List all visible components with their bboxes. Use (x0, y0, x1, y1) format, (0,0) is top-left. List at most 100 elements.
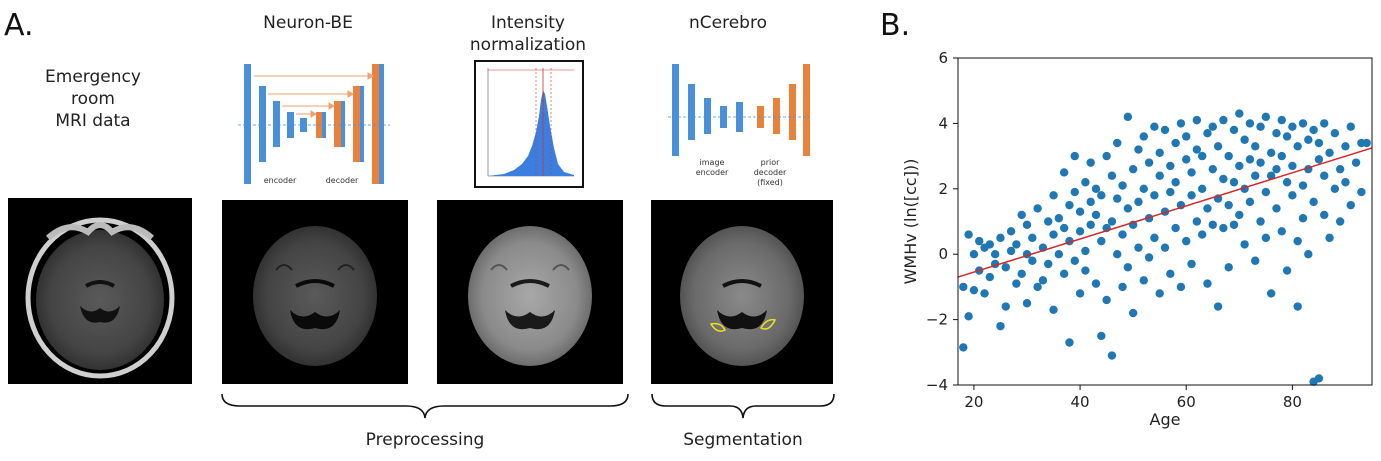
scatter-point (1049, 230, 1058, 239)
scatter-point (1335, 164, 1345, 174)
scatter-point (969, 250, 979, 259)
scatter-point (1065, 338, 1074, 347)
scatter-point (1166, 269, 1175, 279)
scatter-point (1203, 204, 1212, 213)
scatter-point (1314, 374, 1324, 383)
scatter-point (1001, 263, 1010, 272)
scatter-point (1266, 171, 1276, 180)
scatter-point (1150, 191, 1159, 200)
x-axis-ticks: 20 40 60 80 (964, 385, 1302, 411)
scatter-point (1351, 158, 1361, 167)
scatter-point (1160, 243, 1170, 252)
scatter-point (1139, 276, 1148, 285)
scatter-point (1044, 259, 1053, 269)
scatter-point (1251, 142, 1260, 151)
scatter-point (1330, 129, 1340, 138)
scatter-point (1288, 161, 1297, 171)
scatter-point (1346, 122, 1355, 131)
scatter-point (975, 236, 984, 246)
scatter-point (1203, 129, 1212, 138)
scatter-point (1240, 240, 1249, 249)
scatter-point (1086, 158, 1095, 167)
scatter-point (1229, 220, 1239, 229)
scatter-point (1075, 289, 1085, 298)
scatter-point (1155, 289, 1164, 298)
scatter-point (1155, 148, 1164, 158)
scatter-point (1251, 171, 1260, 180)
scatter-point (1362, 138, 1371, 148)
scatter-point (1219, 174, 1228, 184)
scatter-point (1033, 282, 1042, 292)
input-label: Emergency room MRI data (28, 66, 158, 132)
intensity-histogram (474, 60, 584, 188)
scatter-point (1049, 305, 1058, 314)
scatter-point (1054, 250, 1064, 259)
scatter-point (1012, 279, 1021, 288)
scatter-point (1028, 233, 1037, 243)
scatter-point (996, 321, 1005, 331)
scatter-point (1325, 148, 1334, 158)
scatter-point (1187, 259, 1196, 269)
y-tick-label: −4 (926, 376, 948, 394)
scatter-point (1134, 197, 1143, 207)
scatter-point (1160, 125, 1170, 135)
scatter-point (980, 289, 989, 298)
scatter-point (1256, 158, 1265, 167)
scatter-point (1320, 210, 1329, 220)
scatter-point (1277, 227, 1286, 236)
scatter-point (1272, 204, 1281, 213)
neuron-be-title: Neuron-BE (263, 13, 353, 33)
scatter-point (1208, 122, 1217, 131)
scatter-point (1017, 210, 1026, 220)
scatter-point (1213, 142, 1223, 151)
scatter-point (1235, 109, 1244, 118)
scatter-point (1182, 236, 1191, 246)
scatter-point (1144, 158, 1154, 167)
scatter-points (959, 109, 1371, 386)
scatter-point (1282, 266, 1292, 275)
scatter-point (1309, 197, 1318, 207)
neuron-be-skip-arrows (254, 72, 374, 118)
scatter-point (1091, 279, 1101, 288)
scatter-point (1320, 171, 1329, 180)
scatter-point (1293, 302, 1302, 311)
input-label-line1: Emergency (45, 67, 141, 87)
scatter-point (1341, 142, 1350, 151)
segmentation-outline-left (709, 322, 727, 332)
scatter-point (1102, 295, 1111, 305)
y-axis-ticks: −4 −2 0 2 4 6 (926, 49, 958, 394)
scatter-point (1288, 122, 1297, 131)
scatter-point (1070, 151, 1079, 161)
scatter-point (1277, 115, 1286, 125)
scatter-point (1213, 302, 1223, 311)
panel-a-letter: A. (4, 8, 34, 43)
scatter-point (1272, 129, 1281, 138)
x-tick-label: 20 (964, 393, 983, 411)
neuron-be-unet-diagram (238, 64, 390, 184)
scatter-point (1277, 151, 1286, 161)
x-axis-label: Age (1150, 410, 1181, 429)
scatter-point (1166, 161, 1175, 171)
ncerebro-title: nCerebro (689, 13, 767, 33)
x-tick-label: 60 (1177, 393, 1196, 411)
scatter-point (1266, 148, 1276, 158)
scatter-point (1197, 230, 1207, 239)
scatter-point (1075, 207, 1085, 216)
preprocessing-label: Preprocessing (365, 430, 485, 450)
x-tick-label: 40 (1071, 393, 1090, 411)
scatter-point (1314, 138, 1324, 148)
y-axis-label: WMHv (ln([cc])) (901, 159, 920, 285)
scatter-point (1235, 210, 1244, 220)
scatter-point (1335, 217, 1345, 226)
scatter-point (1171, 138, 1180, 148)
y-tick-label: 6 (938, 49, 948, 67)
input-label-line3: MRI data (55, 111, 131, 131)
scatter-point (1128, 308, 1138, 318)
scatter-point (1229, 178, 1239, 187)
scatter-point (1134, 145, 1143, 154)
scatter-point (1256, 122, 1265, 131)
scatter-point (1081, 266, 1090, 275)
scatter-point (1293, 142, 1302, 151)
y-tick-label: 2 (938, 180, 948, 198)
scatter-point (1006, 227, 1016, 236)
